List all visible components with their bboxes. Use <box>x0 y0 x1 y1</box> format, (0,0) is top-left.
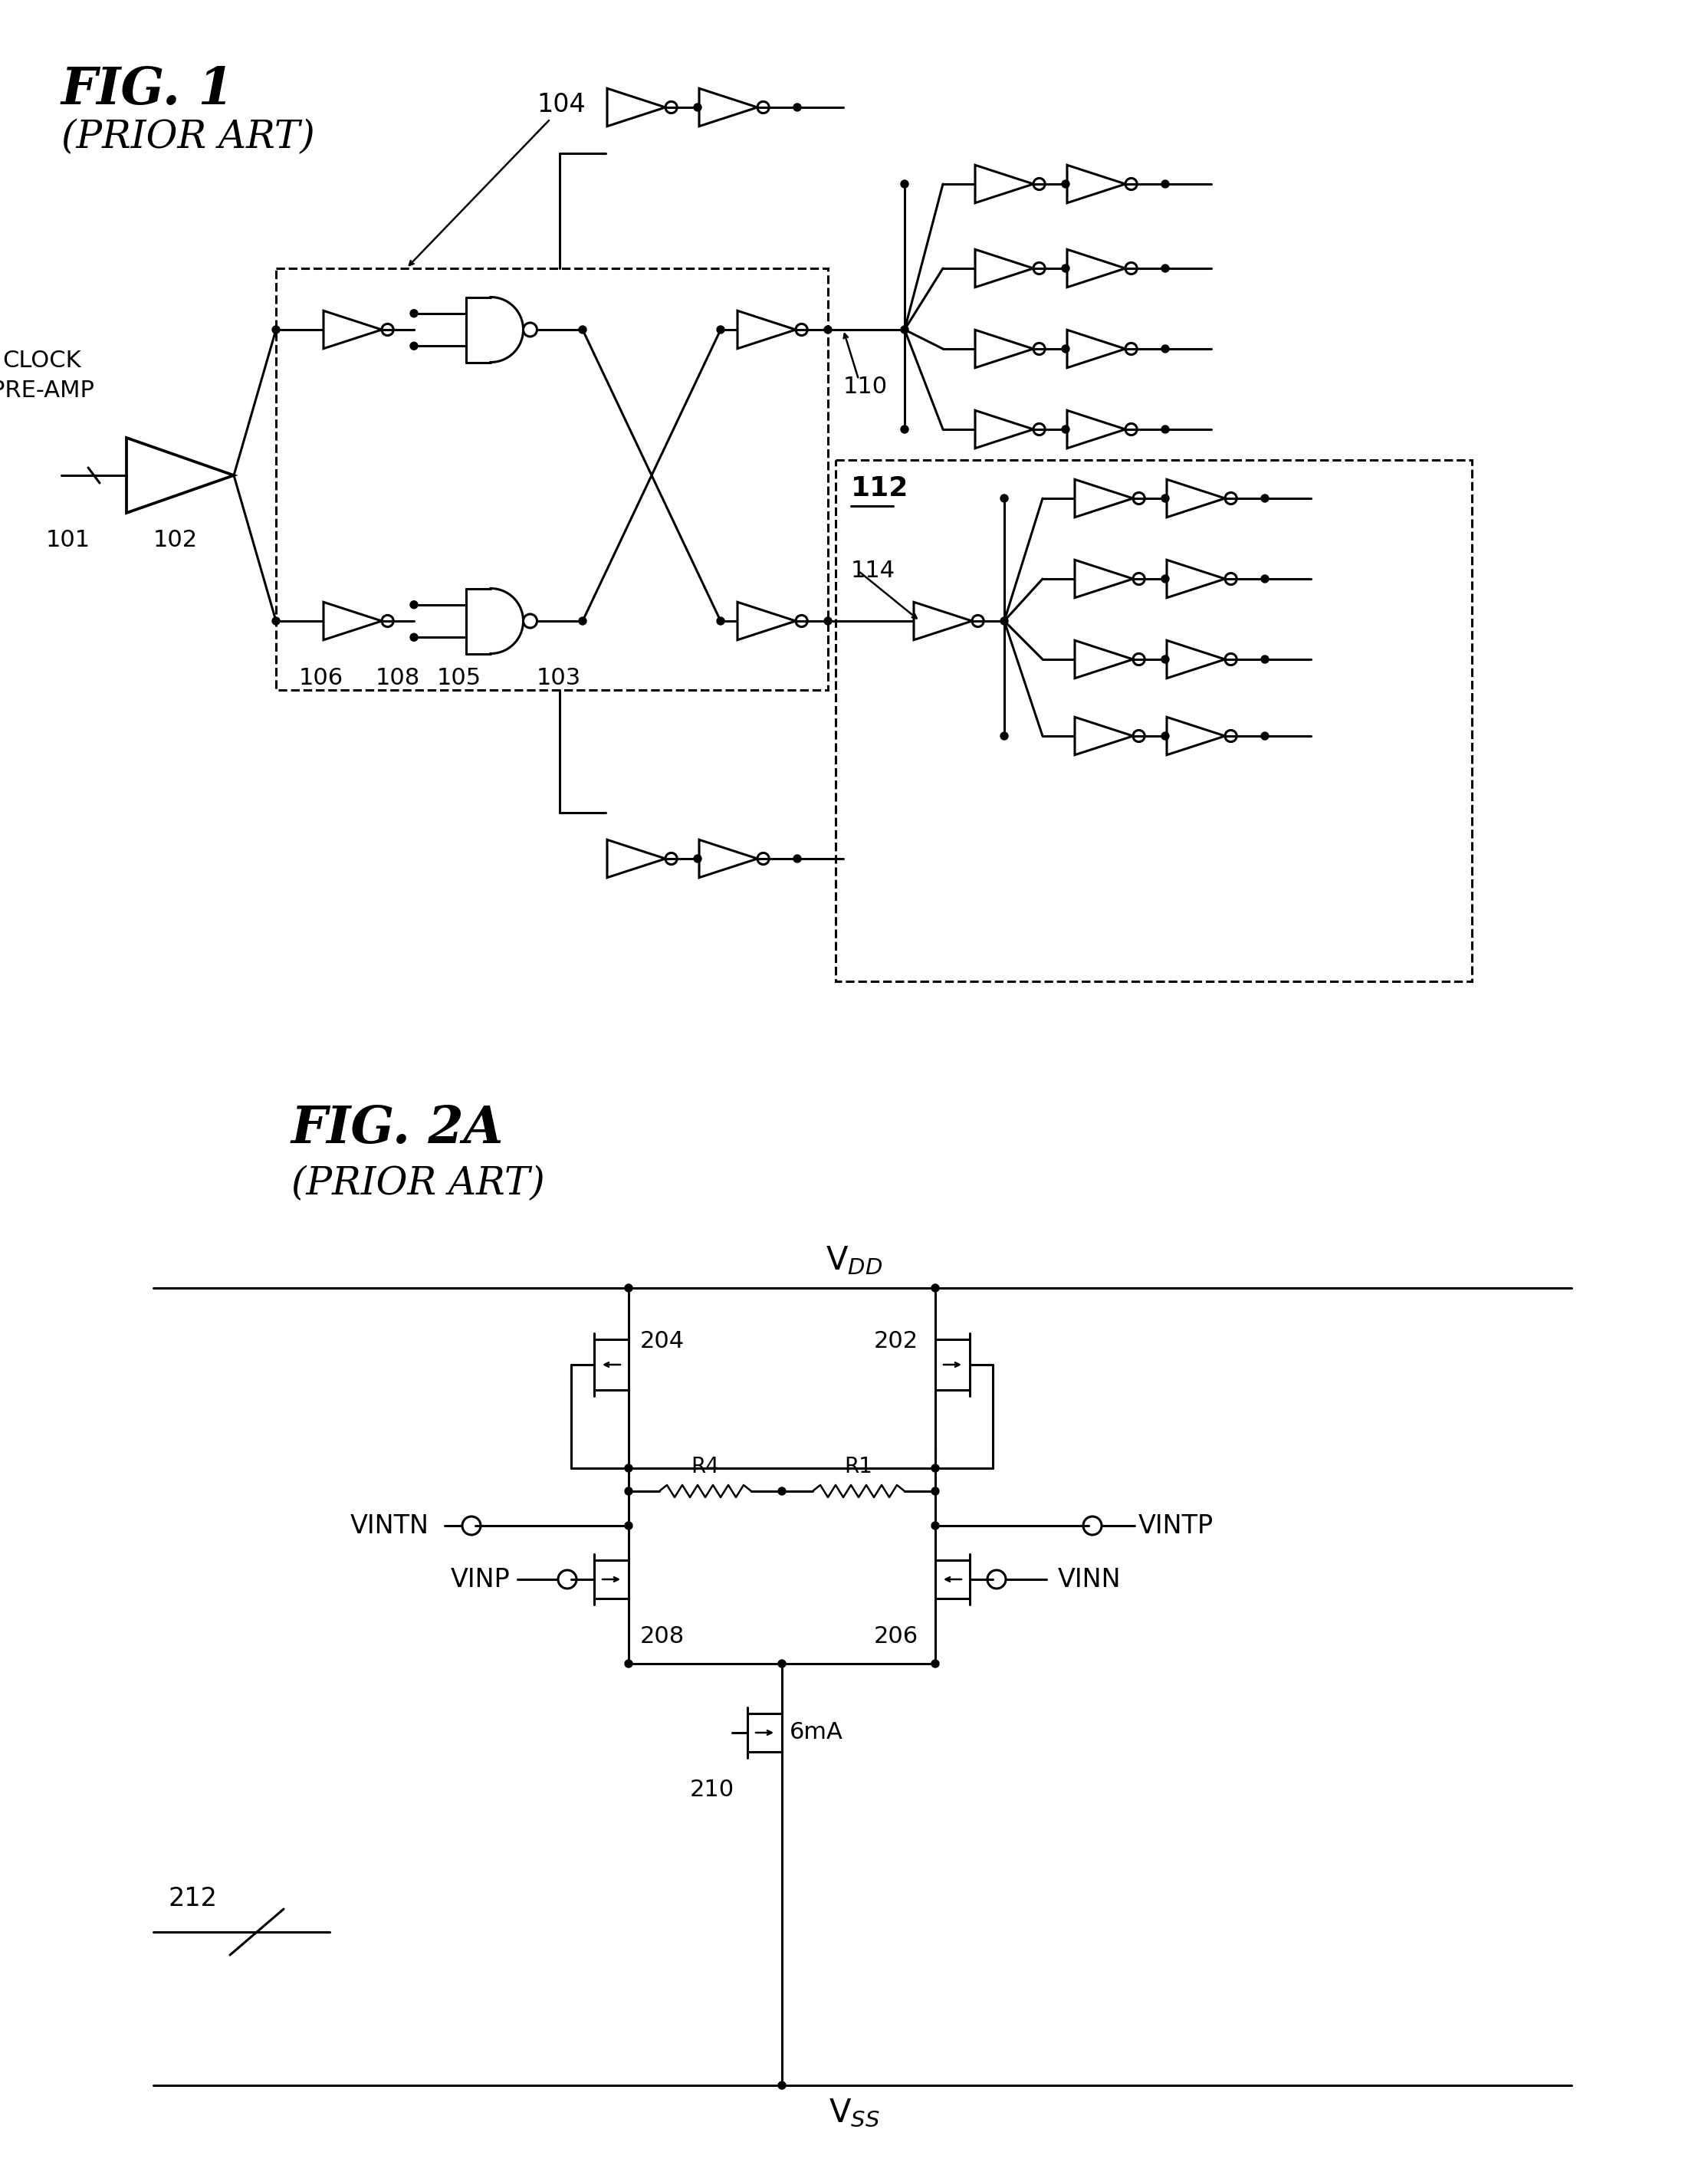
Text: 105: 105 <box>437 668 482 690</box>
Circle shape <box>1161 733 1168 739</box>
Circle shape <box>272 616 280 625</box>
Text: (PRIOR ART): (PRIOR ART) <box>61 119 314 158</box>
Circle shape <box>779 1487 786 1494</box>
Text: 114: 114 <box>851 560 895 582</box>
Text: 6mA: 6mA <box>789 1721 844 1745</box>
Circle shape <box>794 104 801 110</box>
Circle shape <box>1001 495 1008 502</box>
Circle shape <box>931 1660 939 1667</box>
Circle shape <box>794 854 801 863</box>
Text: 104: 104 <box>536 93 586 117</box>
Text: 206: 206 <box>874 1626 919 1647</box>
Circle shape <box>410 342 418 350</box>
Circle shape <box>1062 264 1069 272</box>
Circle shape <box>717 616 724 625</box>
Circle shape <box>693 104 702 110</box>
Text: VINN: VINN <box>1057 1567 1120 1591</box>
Text: CLOCK
PRE-AMP: CLOCK PRE-AMP <box>0 350 94 402</box>
Text: VINP: VINP <box>451 1567 509 1591</box>
Text: FIG. 1: FIG. 1 <box>61 65 234 115</box>
Text: V$_{DD}$: V$_{DD}$ <box>825 1245 883 1276</box>
Circle shape <box>693 854 702 863</box>
Circle shape <box>1062 179 1069 188</box>
Text: 208: 208 <box>640 1626 685 1647</box>
Circle shape <box>779 1660 786 1667</box>
Text: V$_{SS}$: V$_{SS}$ <box>828 2097 880 2130</box>
Circle shape <box>1001 733 1008 739</box>
Circle shape <box>410 309 418 318</box>
Text: 103: 103 <box>536 668 581 690</box>
Circle shape <box>410 633 418 642</box>
Text: 212: 212 <box>169 1885 217 1911</box>
Circle shape <box>272 326 280 333</box>
Circle shape <box>1161 426 1168 432</box>
Text: 106: 106 <box>299 668 343 690</box>
Circle shape <box>1261 655 1269 664</box>
Text: 110: 110 <box>844 376 888 398</box>
Text: (PRIOR ART): (PRIOR ART) <box>292 1165 545 1204</box>
Circle shape <box>625 1660 632 1667</box>
Circle shape <box>1261 575 1269 584</box>
Circle shape <box>823 326 832 333</box>
Circle shape <box>625 1487 632 1494</box>
Circle shape <box>1161 495 1168 502</box>
Circle shape <box>579 326 586 333</box>
Text: 202: 202 <box>874 1330 919 1353</box>
Circle shape <box>931 1284 939 1293</box>
Circle shape <box>1161 264 1168 272</box>
Circle shape <box>1001 616 1008 625</box>
Circle shape <box>900 426 909 432</box>
Text: 101: 101 <box>46 530 91 551</box>
Circle shape <box>1062 426 1069 432</box>
Circle shape <box>1161 655 1168 664</box>
Circle shape <box>931 1522 939 1529</box>
Circle shape <box>779 2082 786 2088</box>
Circle shape <box>625 1464 632 1472</box>
Circle shape <box>823 616 832 625</box>
Text: 102: 102 <box>154 530 198 551</box>
Text: VINTP: VINTP <box>1139 1513 1214 1539</box>
Bar <box>277 268 828 690</box>
Text: R1: R1 <box>844 1455 873 1477</box>
Circle shape <box>625 1522 632 1529</box>
Text: 108: 108 <box>376 668 420 690</box>
Circle shape <box>1261 495 1269 502</box>
Circle shape <box>625 1284 632 1293</box>
Circle shape <box>1161 575 1168 584</box>
Text: 210: 210 <box>690 1779 734 1801</box>
Circle shape <box>717 326 724 333</box>
Text: 204: 204 <box>640 1330 685 1353</box>
Circle shape <box>1261 733 1269 739</box>
Circle shape <box>579 616 586 625</box>
Bar <box>835 461 1472 982</box>
Text: FIG. 2A: FIG. 2A <box>292 1105 504 1155</box>
Circle shape <box>900 179 909 188</box>
Circle shape <box>1161 346 1168 352</box>
Text: VINTN: VINTN <box>350 1513 429 1539</box>
Circle shape <box>410 601 418 608</box>
Circle shape <box>1062 346 1069 352</box>
Circle shape <box>931 1464 939 1472</box>
Circle shape <box>900 326 909 333</box>
Text: R4: R4 <box>692 1455 719 1477</box>
Text: 112: 112 <box>851 476 909 502</box>
Circle shape <box>931 1487 939 1494</box>
Circle shape <box>1161 179 1168 188</box>
